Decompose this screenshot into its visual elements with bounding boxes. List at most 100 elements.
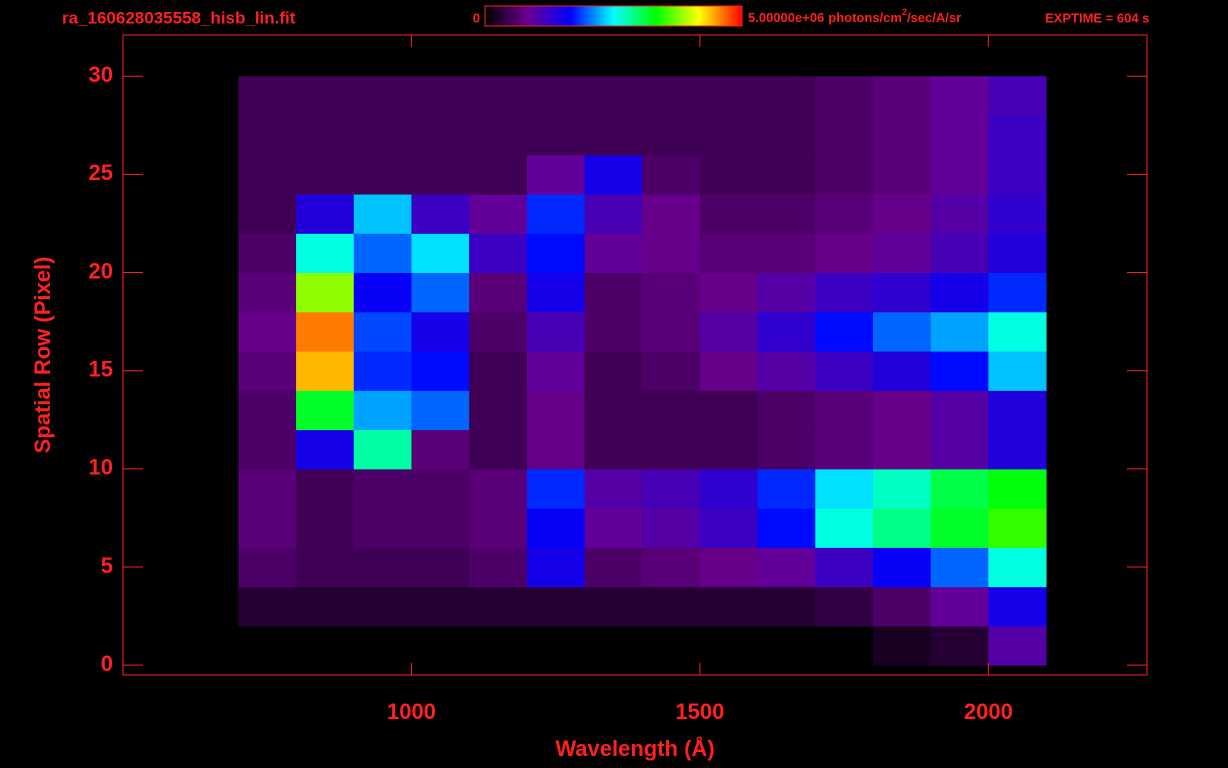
heatmap-cell — [930, 272, 989, 313]
heatmap-cell — [526, 233, 586, 274]
heatmap-cell — [699, 351, 759, 391]
heatmap-cell — [411, 311, 470, 352]
heatmap-cell — [238, 194, 297, 234]
heatmap-cell — [238, 586, 297, 627]
heatmap-cell — [469, 351, 528, 391]
heatmap-cell — [757, 272, 816, 313]
heatmap-cell — [469, 625, 528, 666]
heatmap-cell — [988, 233, 1047, 274]
heatmap-cell — [411, 468, 470, 509]
heatmap-cell — [296, 468, 355, 509]
heatmap-cell — [238, 508, 297, 548]
heatmap-cell — [642, 508, 701, 548]
y-tick-label: 10 — [89, 455, 113, 480]
heatmap-cell — [526, 547, 586, 588]
heatmap-cell — [699, 390, 759, 431]
heatmap-cell — [584, 508, 643, 548]
heatmap-cell — [988, 154, 1047, 195]
colorbar-max-label: 5.00000e+06 — [748, 10, 824, 25]
heatmap-cell — [469, 586, 528, 627]
heatmap-cell — [699, 468, 759, 509]
heatmap-cell — [296, 115, 355, 156]
heatmap-cell — [930, 233, 989, 274]
heatmap-cell — [584, 154, 643, 195]
heatmap-cell — [872, 547, 932, 588]
heatmap-cell — [411, 76, 470, 116]
heatmap-cell — [757, 194, 816, 234]
heatmap-cell — [757, 547, 816, 588]
heatmap-cell — [988, 351, 1047, 391]
heatmap-cell — [238, 272, 297, 313]
heatmap-cell — [699, 547, 759, 588]
heatmap-cell — [469, 115, 528, 156]
heatmap-cell — [526, 311, 586, 352]
heatmap-cell — [296, 547, 355, 588]
heatmap-cell — [642, 390, 701, 431]
heatmap-cell — [584, 547, 643, 588]
heatmap-cell — [757, 468, 816, 509]
heatmap-cell — [584, 115, 643, 156]
heatmap-cell — [988, 625, 1047, 666]
y-tick-label: 25 — [89, 160, 113, 185]
annotation: EXPTIME = 604 s — [1045, 10, 1149, 25]
heatmap-cell — [642, 311, 701, 352]
heatmap-cell — [642, 468, 701, 509]
x-tick-label: 1500 — [675, 699, 724, 724]
heatmap-cell — [296, 311, 355, 352]
heatmap-cell — [988, 311, 1047, 352]
heatmap-cell — [642, 76, 701, 116]
heatmap-cell — [930, 194, 989, 234]
y-tick-label: 0 — [101, 651, 113, 676]
heatmap-cell — [872, 429, 932, 470]
x-axis-label: Wavelength (Å) — [555, 735, 714, 761]
heatmap-cell — [411, 586, 470, 627]
heatmap-cell — [930, 586, 989, 627]
heatmap-cell — [872, 625, 932, 666]
heatmap-cell — [238, 547, 297, 588]
heatmap-cell — [526, 351, 586, 391]
heatmap-cell — [411, 625, 470, 666]
heatmap-cell — [526, 586, 586, 627]
plot-frame — [122, 34, 1148, 676]
heatmap-cell — [353, 154, 412, 195]
heatmap-cell — [699, 272, 759, 313]
heatmap-cell — [526, 115, 586, 156]
heatmap-cell — [584, 194, 643, 234]
heatmap-cell — [296, 272, 355, 313]
heatmap-cell — [469, 154, 528, 195]
heatmap-cell — [296, 625, 355, 666]
heatmap-cell — [526, 390, 586, 431]
heatmap-cell — [872, 586, 932, 627]
heatmap-cell — [815, 115, 874, 156]
heatmap-cell — [353, 508, 412, 548]
heatmap-cell — [988, 76, 1047, 116]
heatmap-cell — [757, 586, 816, 627]
heatmap-cell — [815, 586, 874, 627]
heatmap-cell — [469, 390, 528, 431]
heatmap-cell — [699, 233, 759, 274]
heatmap-cell — [584, 76, 643, 116]
heatmap-cell — [815, 272, 874, 313]
heatmap-cell — [411, 351, 470, 391]
heatmap-cell — [411, 233, 470, 274]
heatmap-cell — [469, 272, 528, 313]
heatmap-cell — [872, 272, 932, 313]
heatmap-cell — [642, 233, 701, 274]
heatmap-cell — [815, 194, 874, 234]
heatmap-cell — [296, 194, 355, 234]
units: /sec/A/sr — [907, 10, 961, 25]
heatmap-cell — [815, 625, 874, 666]
heatmap-cell — [872, 311, 932, 352]
heatmap-cell — [930, 429, 989, 470]
heatmap-cell — [988, 508, 1047, 548]
heatmap-cell — [815, 233, 874, 274]
heatmap-cell — [642, 194, 701, 234]
heatmap-cell — [584, 586, 643, 627]
heatmap-cell — [353, 625, 412, 666]
heatmap-cell — [815, 351, 874, 391]
heatmap-cell — [699, 194, 759, 234]
heatmap-cell — [815, 508, 874, 548]
heatmap-cell — [642, 429, 701, 470]
x-tick-label: 2000 — [964, 699, 1013, 724]
heatmap-cell — [757, 625, 816, 666]
